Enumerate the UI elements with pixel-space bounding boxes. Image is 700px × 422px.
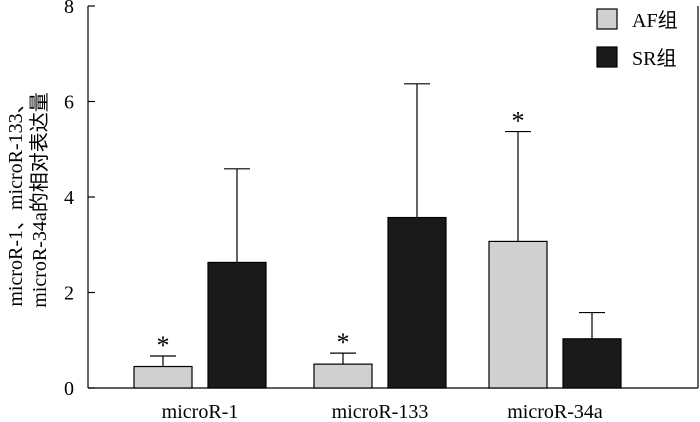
y-axis-title: microR-1、microR-133、 microR-34a的相对表达量 — [5, 92, 51, 308]
legend-label: SR组 — [632, 47, 676, 70]
legend-swatch — [596, 8, 618, 30]
x-category-label: microR-1 — [162, 401, 239, 422]
y-tick-label: 4 — [64, 187, 74, 209]
bar-sr-micror-1 — [207, 261, 267, 389]
significance-marker: * — [337, 328, 350, 357]
y-axis-title-line: microR-34a的相对表达量 — [28, 92, 51, 308]
y-tick-label: 0 — [64, 378, 74, 400]
bar-af-micror-133 — [313, 363, 373, 389]
x-category-label: microR-34a — [507, 401, 603, 422]
legend-swatch — [596, 46, 618, 68]
bars: * * * — [133, 83, 622, 389]
significance-marker: * — [157, 331, 170, 360]
x-category-label: microR-133 — [332, 401, 429, 422]
legend: AF组 SR组 — [596, 8, 678, 70]
y-tick-label: 2 — [64, 283, 74, 305]
significance-marker: * — [512, 107, 525, 136]
y-tick-label: 8 — [64, 0, 74, 18]
y-axis-title-line: microR-1、microR-133、 — [5, 93, 27, 306]
bar-af-micror-34a — [488, 240, 548, 389]
legend-label: AF组 — [632, 9, 678, 32]
category-labels: microR-1 microR-133 microR-34a — [162, 401, 603, 422]
bar-af-micror-1 — [133, 365, 193, 389]
y-tick-label: 6 — [64, 92, 74, 114]
bar-sr-micror-34a — [562, 338, 622, 389]
bar-sr-micror-133 — [387, 216, 447, 389]
